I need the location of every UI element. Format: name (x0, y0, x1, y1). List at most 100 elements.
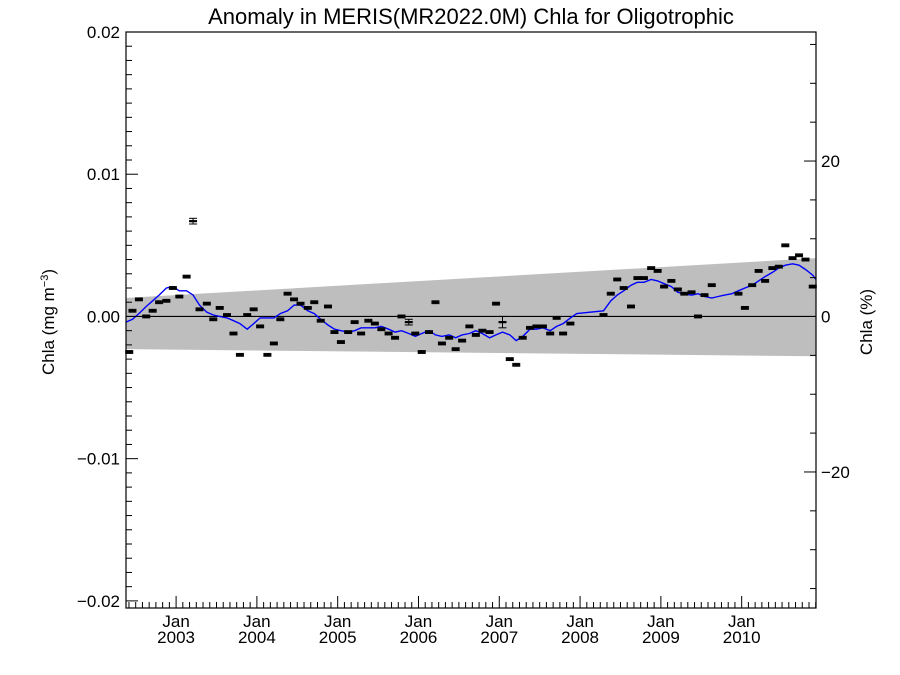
x-tick-month: Jan (566, 612, 593, 631)
data-point (552, 315, 561, 320)
data-point (310, 300, 319, 305)
data-point (774, 264, 783, 269)
data-point (451, 347, 460, 352)
data-point (505, 357, 514, 362)
data-point (734, 291, 743, 296)
y-tick-label: 0.01 (87, 165, 120, 184)
x-tick-month: Jan (405, 612, 432, 631)
x-tick-year: 2008 (561, 628, 599, 647)
data-point (384, 331, 393, 336)
x-tick-month: Jan (162, 612, 189, 631)
y-tick-label: −0.02 (77, 592, 120, 611)
x-tick-year: 2006 (400, 628, 438, 647)
data-point (162, 298, 171, 303)
data-point (492, 301, 501, 306)
data-point (323, 304, 332, 309)
x-tick-month: Jan (486, 612, 513, 631)
data-point (754, 269, 763, 273)
data-point (276, 317, 285, 322)
data-point (626, 304, 635, 309)
data-point (653, 269, 662, 273)
data-point (546, 331, 555, 336)
data-point (391, 335, 400, 340)
data-point (168, 286, 177, 290)
data-point (471, 333, 480, 337)
data-point (424, 330, 433, 335)
x-tick-year: 2005 (319, 628, 357, 647)
data-point (478, 328, 487, 333)
x-tick-month: Jan (324, 612, 351, 631)
x-tick-year: 2010 (723, 628, 761, 647)
y-tick-label: 0.02 (87, 23, 120, 42)
data-point (189, 217, 198, 225)
data-point (485, 330, 494, 335)
chart-title: Anomaly in MERIS(MR2022.0M) Chla for Oli… (208, 4, 734, 29)
data-point (801, 257, 810, 262)
data-point (404, 318, 413, 326)
data-point (175, 294, 184, 299)
data-point (195, 307, 204, 312)
x-tick-year: 2009 (642, 628, 680, 647)
data-point (330, 330, 339, 335)
data-point (350, 320, 359, 325)
data-point (411, 331, 420, 336)
data-point (148, 308, 157, 313)
data-point (283, 291, 292, 296)
data-point (249, 307, 258, 312)
data-point (458, 338, 467, 343)
data-point (316, 318, 325, 323)
data-point (680, 291, 689, 296)
x-tick-year: 2004 (238, 628, 276, 647)
y-axis-right-label: Chla (%) (857, 289, 876, 355)
data-point (559, 331, 568, 336)
data-point (263, 352, 272, 357)
data-point (667, 278, 676, 283)
data-point (229, 331, 238, 336)
data-point (235, 352, 244, 357)
data-point (748, 283, 757, 288)
data-point (613, 277, 622, 282)
data-point (694, 314, 703, 319)
data-point (417, 350, 426, 354)
y-axis-label-exp: −3 (39, 275, 51, 288)
data-point (465, 324, 474, 329)
data-point (512, 362, 521, 367)
data-point (700, 293, 709, 298)
data-point (566, 321, 575, 326)
data-point (377, 327, 386, 332)
data-point (296, 301, 305, 306)
data-point (518, 335, 527, 340)
y-right-tick-label: −20 (821, 463, 850, 482)
anomaly-points (125, 217, 817, 367)
confidence-band-area (126, 258, 816, 357)
data-point (303, 305, 312, 310)
data-point (357, 331, 366, 336)
data-point (599, 313, 608, 317)
data-point (243, 313, 252, 317)
data-point (781, 243, 790, 248)
left-axis-ticks: 0.02 0.01 0.00 −0.01 −0.02 (77, 23, 138, 611)
data-point (344, 330, 353, 335)
x-tick-month: Jan (647, 612, 674, 631)
data-point (128, 308, 137, 313)
x-tick-month: Jan (243, 612, 270, 631)
data-point (202, 301, 211, 306)
data-point (222, 313, 231, 317)
data-point (673, 287, 682, 292)
x-tick-year: 2007 (480, 628, 518, 647)
data-point (660, 284, 669, 289)
y-tick-label: 0.00 (87, 307, 120, 326)
data-point (336, 340, 345, 344)
y-axis-label-close: ) (39, 269, 58, 275)
data-point (256, 324, 265, 329)
data-point (397, 314, 406, 319)
data-point (437, 341, 446, 346)
data-point (538, 324, 547, 329)
data-point (795, 253, 804, 258)
data-point (142, 314, 151, 319)
data-point (740, 305, 749, 310)
plot-frame (125, 31, 817, 609)
y-axis-label-base: Chla (mg m (39, 287, 58, 375)
data-point (639, 276, 648, 280)
x-axis-ticks: Jan2003Jan2004Jan2005Jan2006Jan2007Jan20… (128, 596, 817, 647)
